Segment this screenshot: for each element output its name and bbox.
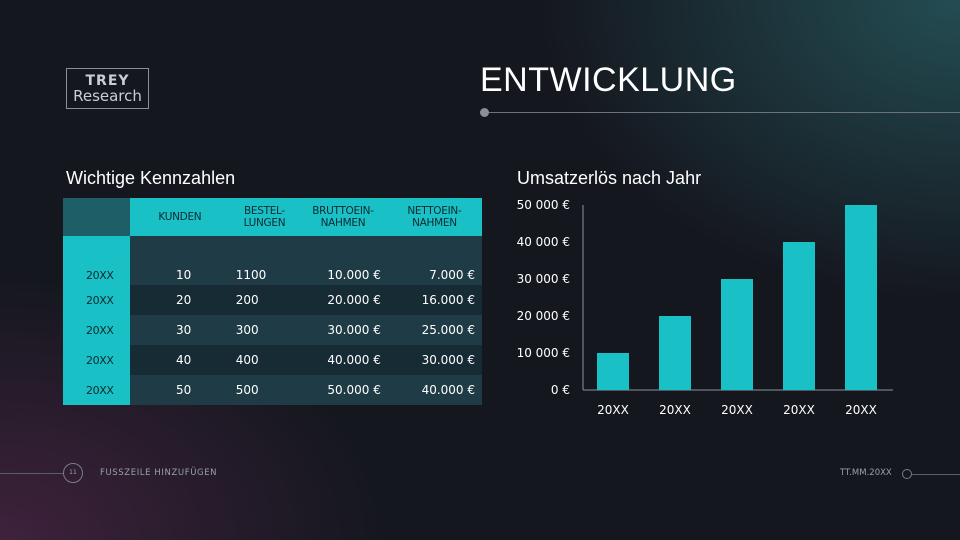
- cell-kunden: 30: [130, 315, 230, 345]
- y-tick-label: 10 000 €: [517, 346, 570, 360]
- header-kunden: KUNDEN: [158, 211, 202, 223]
- table-row: 20XX 30 300 30.000 €25.000 €: [63, 315, 482, 345]
- footer-dot-right: [902, 469, 912, 479]
- footer-text: FUSSZEILE HINZUFÜGEN: [100, 468, 218, 478]
- cell-bestellungen: 400: [229, 345, 300, 375]
- cell-kunden: 20: [130, 285, 230, 315]
- page-number: 11: [63, 463, 83, 483]
- cell-kunden: 10: [130, 236, 230, 285]
- x-tick-label: 20XX: [659, 403, 691, 417]
- header-corner-cell: [63, 198, 131, 236]
- logo: TREY Research: [66, 68, 149, 109]
- kpi-table-header-row: KUNDEN BESTEL- LUNGEN BRUTTOEIN- NAHMEN NE…: [63, 198, 482, 236]
- header-nettoeinnahmen: NETTOEIN- NAHMEN: [407, 205, 462, 229]
- cell-bestellungen: 200: [229, 285, 300, 315]
- bar: [721, 279, 753, 390]
- row-year-cell: 20XX: [63, 345, 131, 375]
- title-divider-dot: [480, 108, 489, 117]
- row-year-cell: 20XX: [63, 375, 131, 405]
- cell-bestellungen: 500: [229, 375, 300, 405]
- y-tick-label: 0 €: [551, 383, 570, 397]
- cell-kunden: 50: [130, 375, 230, 405]
- footer-date: TT.MM.20XX: [840, 468, 892, 478]
- cell-bestellungen: 1100: [229, 236, 300, 285]
- row-year-cell: 20XX: [63, 315, 131, 345]
- revenue-chart-title: Umsatzerlös nach Jahr: [517, 168, 702, 188]
- cell-nettoeinnahmen: 30.000 €: [386, 345, 482, 375]
- bar: [597, 353, 629, 390]
- header-bruttoeinnahmen: BRUTTOEIN- NAHMEN: [312, 205, 374, 229]
- bar: [783, 242, 815, 390]
- table-row: 20XX 50 500 50.000 €40.000 €: [63, 375, 482, 405]
- cell-bruttoeinnahmen: 50.000 €: [299, 375, 387, 405]
- bar: [659, 316, 691, 390]
- y-tick-label: 20 000 €: [517, 309, 570, 323]
- title-divider-line: [489, 112, 960, 113]
- cell-bruttoeinnahmen: 30.000 €: [299, 315, 387, 345]
- row-year-cell: 20XX: [63, 236, 131, 285]
- header-bestellungen: BESTEL- LUNGEN: [243, 205, 286, 229]
- cell-bruttoeinnahmen: 40.000 €: [299, 345, 387, 375]
- bar: [845, 205, 877, 390]
- y-tick-label: 50 000 €: [517, 198, 570, 212]
- logo-line-2: Research: [73, 87, 142, 105]
- cell-kunden: 40: [130, 345, 230, 375]
- x-tick-label: 20XX: [845, 403, 877, 417]
- x-tick-label: 20XX: [721, 403, 753, 417]
- page-title: ENTWICKLUNG: [480, 61, 737, 99]
- kpi-table: KUNDEN BESTEL- LUNGEN BRUTTOEIN- NAHMEN NE…: [63, 198, 482, 405]
- x-tick-label: 20XX: [597, 403, 629, 417]
- cell-bestellungen: 300: [229, 315, 300, 345]
- table-row: 20XX 40 400 40.000 €30.000 €: [63, 345, 482, 375]
- cell-nettoeinnahmen: 16.000 €: [386, 285, 482, 315]
- kpi-section-title: Wichtige Kennzahlen: [66, 168, 236, 188]
- cell-nettoeinnahmen: 40.000 €: [386, 375, 482, 405]
- y-tick-label: 30 000 €: [517, 272, 570, 286]
- table-row: 20XX 20 200 20.000 €16.000 €: [63, 285, 482, 315]
- logo-line-1: TREY: [85, 73, 130, 89]
- cell-bruttoeinnahmen: 10.000 €: [299, 236, 387, 285]
- footer-line-left: [0, 473, 63, 474]
- revenue-bar-chart: 0 € 10 000 € 20 000 € 30 000 € 40 000 € 50 00…: [517, 198, 893, 417]
- cell-nettoeinnahmen: 25.000 €: [386, 315, 482, 345]
- cell-bruttoeinnahmen: 20.000 €: [299, 285, 387, 315]
- x-tick-label: 20XX: [783, 403, 815, 417]
- table-row: 20XX 10 1100 10.000 €7.000 €: [63, 236, 482, 285]
- cell-nettoeinnahmen: 7.000 €: [386, 236, 482, 285]
- row-year-cell: 20XX: [63, 285, 131, 315]
- y-tick-label: 40 000 €: [517, 235, 570, 249]
- footer-line-right: [912, 474, 960, 475]
